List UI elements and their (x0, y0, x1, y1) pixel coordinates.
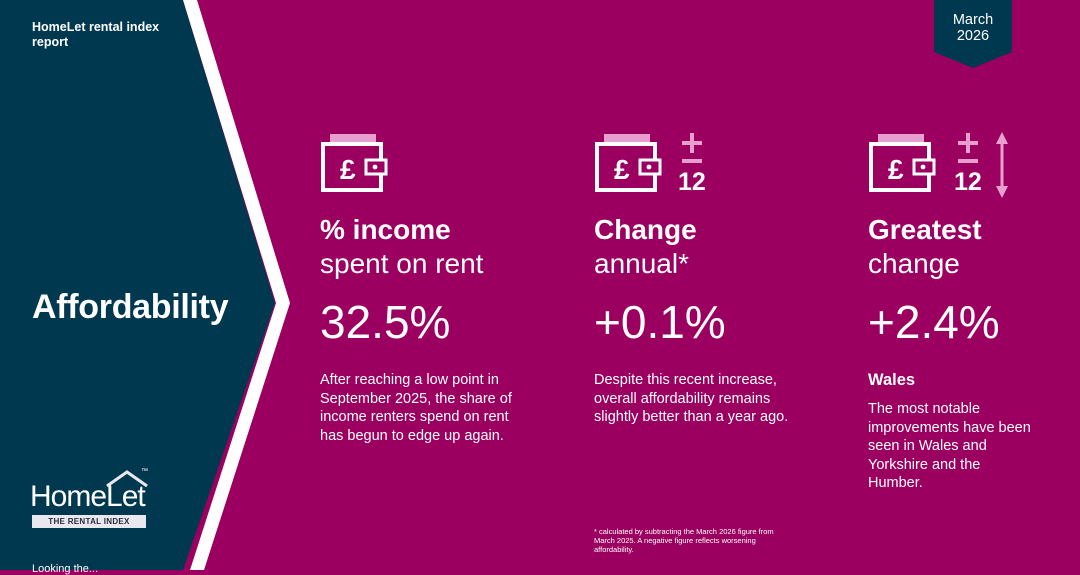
stat-value: 32.5% (320, 296, 451, 348)
wallet-pound-icon: £ (321, 134, 388, 192)
date-month: March (952, 12, 994, 28)
stat-description: Despite this recent increase, overall af… (594, 372, 789, 425)
stat-subtitle: change (868, 248, 960, 279)
wallet-pound-icon: £ (869, 134, 936, 192)
stat-title: Change (594, 214, 697, 245)
stat-subtitle: annual* (594, 248, 689, 279)
svg-text:£: £ (614, 154, 630, 185)
stat-title: Greatest (868, 214, 982, 245)
report-title: HomeLet rental index report (32, 20, 160, 49)
logo-trademark: ™ (141, 468, 148, 475)
stat-subtitle: spent on rent (320, 248, 484, 279)
up-down-arrow-icon (996, 132, 1008, 198)
cropped-text: Looking the... (32, 563, 99, 575)
plus-minus-icon (958, 133, 978, 163)
stat-region: Wales (868, 371, 916, 389)
stat-description: After reaching a low point in September … (320, 372, 512, 444)
logo-roof-icon (106, 470, 148, 488)
stat-title: % income (320, 214, 451, 245)
date-year: 2026 (956, 28, 990, 44)
footnote: * calculated by subtracting the March 20… (594, 527, 774, 554)
wallet-pound-icon: £ (595, 134, 662, 192)
stat-value: +0.1% (594, 296, 726, 348)
logo-tagline: THE RENTAL INDEX (32, 515, 146, 528)
months-number: 12 (678, 168, 706, 196)
navy-chevron-panel (0, 0, 275, 570)
months-number: 12 (954, 168, 982, 196)
date-badge: March 2026 (934, 0, 1012, 68)
plus-minus-icon (682, 133, 702, 163)
stat-value: +2.4% (868, 296, 1000, 348)
svg-text:£: £ (888, 154, 904, 185)
logo-wordmark: HomeLet (30, 480, 146, 513)
stat-description: The most notable improvements have been … (868, 401, 1031, 491)
svg-text:£: £ (340, 154, 356, 185)
white-chevron-stripe (183, 0, 290, 570)
section-title: Affordability (32, 288, 229, 326)
